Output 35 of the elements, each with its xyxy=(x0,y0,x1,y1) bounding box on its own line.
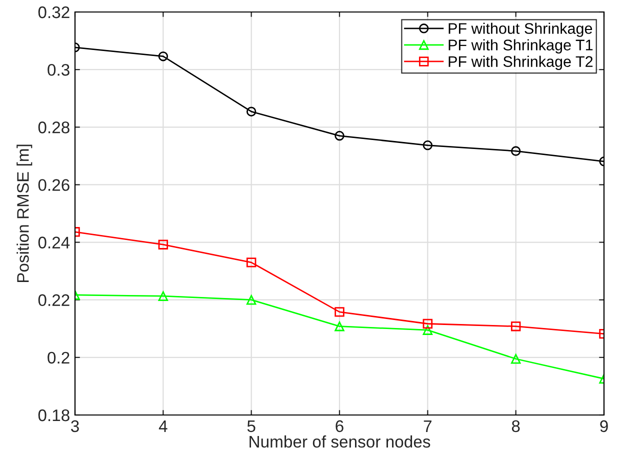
point xyxy=(510,321,521,332)
point xyxy=(158,291,168,301)
point xyxy=(422,318,433,329)
point xyxy=(510,354,521,364)
x-tick-label: 3 xyxy=(71,420,79,432)
point xyxy=(510,146,521,156)
x-axis-title: Number of sensor nodes xyxy=(250,435,430,448)
point xyxy=(422,325,433,335)
point xyxy=(158,240,168,250)
y-tick-label: 0.2 xyxy=(48,352,70,364)
y-tick-label: 0.3 xyxy=(48,64,70,76)
legend-label: PF without Shrinkage xyxy=(448,22,592,37)
point xyxy=(422,140,433,150)
y-tick-label: 0.28 xyxy=(38,122,70,134)
x-tick-label: 8 xyxy=(512,420,520,432)
legend-label: PF with Shrinkage T1 xyxy=(448,39,593,54)
point xyxy=(246,106,256,116)
x-tick-label: 9 xyxy=(600,420,608,432)
x-tick-label: 7 xyxy=(424,420,432,432)
x-tick-label: 6 xyxy=(336,420,344,432)
point xyxy=(158,51,168,62)
point xyxy=(334,321,344,332)
y-axis-title: Position RMSE [m] xyxy=(16,144,32,282)
point xyxy=(334,307,344,317)
x-tick-label: 5 xyxy=(247,420,256,432)
point xyxy=(334,130,344,141)
y-tick-label: 0.24 xyxy=(38,236,70,248)
y-tick-label: 0.22 xyxy=(38,294,70,306)
x-tick-label: 4 xyxy=(158,420,168,432)
legend-label: PF with Shrinkage T2 xyxy=(448,56,593,70)
y-tick-label: 0.26 xyxy=(38,179,70,191)
point xyxy=(246,294,256,305)
y-tick-label: 0.32 xyxy=(38,6,70,18)
y-tick-label: 0.18 xyxy=(38,409,70,422)
point xyxy=(246,258,256,268)
